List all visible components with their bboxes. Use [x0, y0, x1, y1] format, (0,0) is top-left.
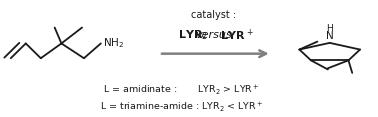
Text: L = amidinate :       LYR$_2$ > LYR$^+$: L = amidinate : LYR$_2$ > LYR$^+$ [103, 83, 260, 97]
Text: versus: versus [195, 31, 232, 40]
Text: LYR$^+$: LYR$^+$ [214, 28, 254, 43]
Text: LYR$_2$: LYR$_2$ [178, 29, 214, 42]
Text: H: H [326, 24, 333, 33]
Text: NH$_2$: NH$_2$ [103, 37, 124, 50]
Text: N: N [326, 31, 333, 41]
Text: catalyst :: catalyst : [191, 10, 236, 20]
Text: L = triamine-amide : LYR$_2$ < LYR$^+$: L = triamine-amide : LYR$_2$ < LYR$^+$ [100, 100, 263, 114]
